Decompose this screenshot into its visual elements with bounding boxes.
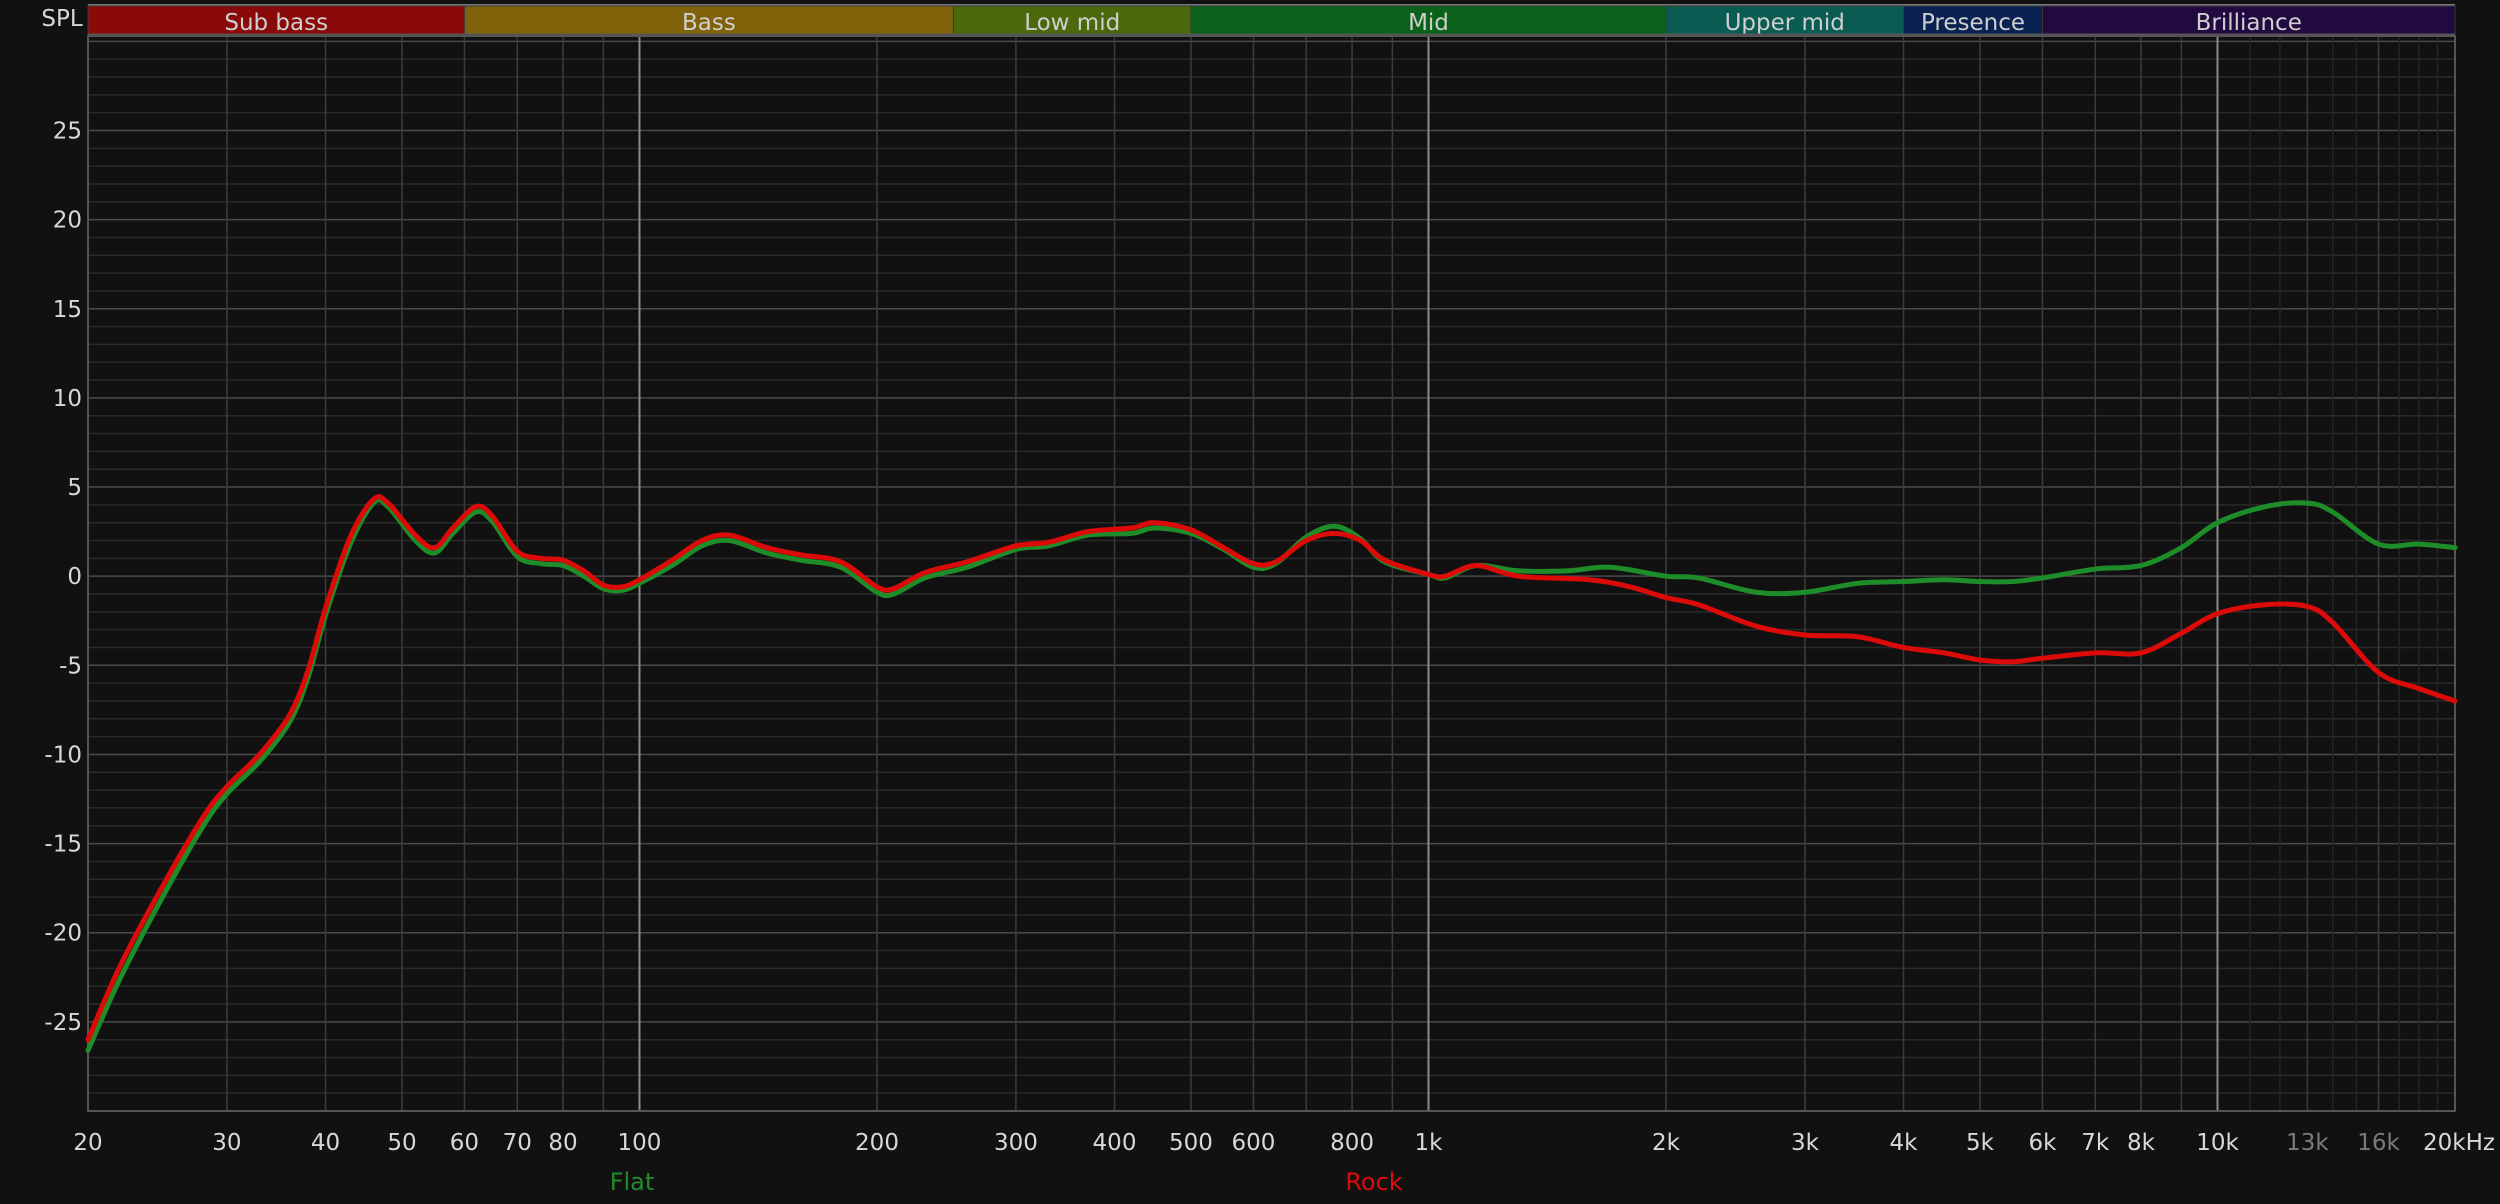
- band-bass: [463, 5, 954, 35]
- y-tick-label: -10: [44, 742, 82, 768]
- x-tick-label: 300: [994, 1130, 1038, 1156]
- band-label: Mid: [1408, 10, 1449, 36]
- x-tick-label: 16k: [2357, 1130, 2400, 1156]
- band-label: Presence: [1921, 10, 2025, 36]
- curve-rock: [85, 494, 2458, 1043]
- x-tick-label: 20kHz: [2423, 1130, 2495, 1156]
- y-tick-label: -5: [59, 653, 82, 679]
- plot-border: [87, 35, 2456, 1112]
- y-tick-label: 0: [67, 564, 82, 590]
- legend: Flat Rock: [610, 1168, 1403, 1196]
- x-tick-label: 600: [1231, 1130, 1275, 1156]
- x-tick-label: 5k: [1966, 1130, 1995, 1156]
- y-tick-label: -20: [44, 921, 82, 947]
- y-tick-label: 10: [53, 386, 82, 412]
- x-tick-label: 4k: [1890, 1130, 1919, 1156]
- x-tick-label: 7k: [2081, 1130, 2110, 1156]
- x-tick-label: 80: [548, 1130, 577, 1156]
- y-axis-ticks: 25 20 15 10 5 0 -5 -10 -15 -20 -25: [44, 118, 82, 1035]
- x-tick-label: 13k: [2286, 1130, 2329, 1156]
- legend-item-rock[interactable]: Rock: [1345, 1168, 1402, 1196]
- y-tick-label: 25: [53, 118, 82, 144]
- curve-flat: [85, 497, 2458, 1053]
- x-tick-label: 10k: [2196, 1130, 2239, 1156]
- y-tick-label: 15: [53, 297, 82, 323]
- x-tick-label: 70: [503, 1130, 532, 1156]
- x-tick-label: 500: [1169, 1130, 1213, 1156]
- y-tick-label: 20: [53, 208, 82, 234]
- x-axis-ticks: 20 30 40 50 60 70 80 100 200 300 400 500 600 800 1k 2k 3…: [73, 1130, 2495, 1156]
- x-tick-label: 1k: [1415, 1130, 1444, 1156]
- x-tick-label: 30: [212, 1130, 241, 1156]
- x-tick-label: 100: [618, 1130, 662, 1156]
- curves: [85, 494, 2458, 1053]
- x-tick-label: 60: [450, 1130, 479, 1156]
- x-tick-label: 3k: [1791, 1130, 1820, 1156]
- band-presence: [1903, 5, 2043, 35]
- frequency-bands-bar: Sub bass Bass Low mid Mid Upper mid Presence B…: [87, 4, 2456, 37]
- x-tick-label: 400: [1093, 1130, 1137, 1156]
- band-label: Sub bass: [224, 10, 328, 36]
- y-tick-label: -15: [44, 832, 82, 858]
- x-tick-label: 20: [73, 1130, 102, 1156]
- band-label: Brilliance: [2196, 10, 2302, 36]
- y-tick-label: 5: [67, 475, 82, 501]
- legend-item-flat[interactable]: Flat: [610, 1168, 655, 1196]
- x-tick-label: 8k: [2127, 1130, 2156, 1156]
- x-tick-label: 2k: [1652, 1130, 1681, 1156]
- x-tick-label: 40: [311, 1130, 340, 1156]
- x-tick-label: 50: [387, 1130, 416, 1156]
- grid: [87, 35, 2456, 1112]
- band-label: Upper mid: [1725, 10, 1845, 36]
- x-tick-label: 200: [855, 1130, 899, 1156]
- y-tick-label: -25: [44, 1010, 82, 1036]
- band-brilliance: [2041, 5, 2456, 35]
- y-axis-label: SPL: [41, 6, 82, 32]
- x-tick-label: 6k: [2028, 1130, 2057, 1156]
- band-label: Low mid: [1024, 10, 1120, 36]
- band-label: Bass: [682, 10, 736, 36]
- x-tick-label: 800: [1330, 1130, 1374, 1156]
